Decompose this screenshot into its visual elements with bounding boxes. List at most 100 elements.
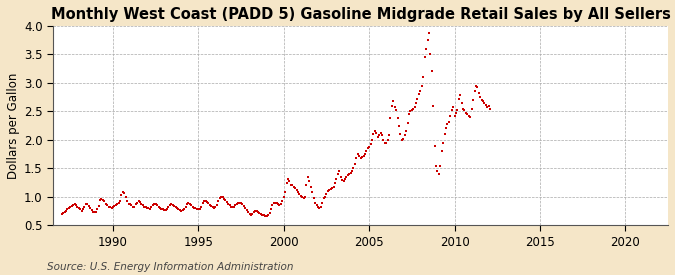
Point bbox=[409, 104, 420, 109]
Point bbox=[146, 205, 157, 209]
Point bbox=[189, 205, 200, 210]
Point bbox=[205, 203, 215, 207]
Point bbox=[167, 203, 178, 207]
Point bbox=[109, 204, 119, 208]
Point bbox=[166, 202, 177, 207]
Point bbox=[301, 183, 312, 188]
Point bbox=[117, 190, 128, 194]
Point bbox=[436, 149, 447, 153]
Point bbox=[317, 200, 327, 205]
Point bbox=[405, 109, 416, 114]
Point bbox=[456, 101, 467, 105]
Point bbox=[375, 131, 386, 135]
Point bbox=[462, 112, 472, 116]
Point bbox=[361, 149, 372, 153]
Point bbox=[75, 207, 86, 212]
Point bbox=[244, 212, 255, 216]
Text: Source: U.S. Energy Information Administration: Source: U.S. Energy Information Administ… bbox=[47, 262, 294, 272]
Point bbox=[125, 202, 136, 206]
Point bbox=[279, 190, 290, 194]
Point bbox=[412, 97, 423, 101]
Point bbox=[362, 146, 373, 151]
Point bbox=[236, 201, 246, 205]
Point bbox=[155, 206, 165, 210]
Point bbox=[215, 195, 226, 199]
Point bbox=[221, 200, 232, 204]
Point bbox=[318, 196, 329, 200]
Point bbox=[294, 192, 305, 196]
Point bbox=[408, 106, 418, 111]
Point bbox=[466, 106, 477, 111]
Point bbox=[334, 169, 345, 174]
Point bbox=[300, 195, 310, 199]
Title: Monthly West Coast (PADD 5) Gasoline Midgrade Retail Sales by All Sellers: Monthly West Coast (PADD 5) Gasoline Mid… bbox=[51, 7, 670, 22]
Point bbox=[178, 208, 188, 212]
Point bbox=[98, 197, 109, 202]
Point bbox=[446, 108, 457, 112]
Point bbox=[387, 103, 398, 108]
Point bbox=[260, 213, 271, 218]
Point bbox=[79, 204, 90, 209]
Point bbox=[144, 207, 155, 211]
Point bbox=[329, 180, 340, 185]
Point bbox=[246, 212, 256, 217]
Point bbox=[232, 202, 242, 207]
Point bbox=[374, 133, 385, 138]
Point bbox=[200, 199, 211, 203]
Point bbox=[206, 204, 217, 208]
Point bbox=[99, 199, 110, 204]
Point bbox=[469, 89, 480, 94]
Point bbox=[360, 152, 371, 156]
Point bbox=[475, 95, 485, 99]
Point bbox=[368, 132, 379, 136]
Point bbox=[382, 138, 393, 142]
Point bbox=[283, 177, 294, 181]
Point bbox=[62, 207, 73, 212]
Point bbox=[271, 200, 282, 205]
Point bbox=[113, 200, 124, 205]
Point bbox=[96, 196, 107, 201]
Point bbox=[394, 123, 404, 128]
Point bbox=[175, 208, 186, 212]
Point bbox=[247, 212, 258, 216]
Point bbox=[297, 195, 308, 200]
Point bbox=[88, 210, 99, 214]
Point bbox=[219, 196, 230, 201]
Point bbox=[445, 114, 456, 118]
Point bbox=[416, 84, 427, 88]
Point bbox=[237, 202, 248, 207]
Point bbox=[270, 200, 281, 205]
Point bbox=[103, 204, 114, 209]
Point bbox=[381, 141, 392, 145]
Point bbox=[284, 179, 295, 183]
Point bbox=[292, 190, 303, 194]
Point bbox=[248, 210, 259, 214]
Point bbox=[136, 202, 147, 206]
Point bbox=[320, 195, 331, 199]
Point bbox=[290, 186, 300, 191]
Point bbox=[207, 205, 218, 209]
Point bbox=[369, 129, 380, 134]
Point bbox=[93, 204, 104, 208]
Point bbox=[194, 207, 205, 211]
Point bbox=[138, 203, 148, 208]
Point bbox=[459, 108, 470, 112]
Point bbox=[90, 210, 101, 214]
Point bbox=[112, 202, 123, 206]
Point bbox=[385, 116, 396, 120]
Point bbox=[358, 154, 369, 158]
Point bbox=[180, 204, 191, 209]
Point bbox=[396, 138, 407, 142]
Point bbox=[287, 183, 298, 188]
Point bbox=[142, 205, 153, 210]
Point bbox=[356, 155, 367, 159]
Point bbox=[443, 119, 454, 124]
Point bbox=[388, 99, 399, 103]
Point bbox=[197, 201, 208, 205]
Point bbox=[452, 108, 463, 112]
Point bbox=[224, 203, 235, 208]
Point bbox=[152, 203, 163, 208]
Point bbox=[355, 156, 366, 160]
Point bbox=[410, 101, 421, 105]
Point bbox=[473, 91, 484, 95]
